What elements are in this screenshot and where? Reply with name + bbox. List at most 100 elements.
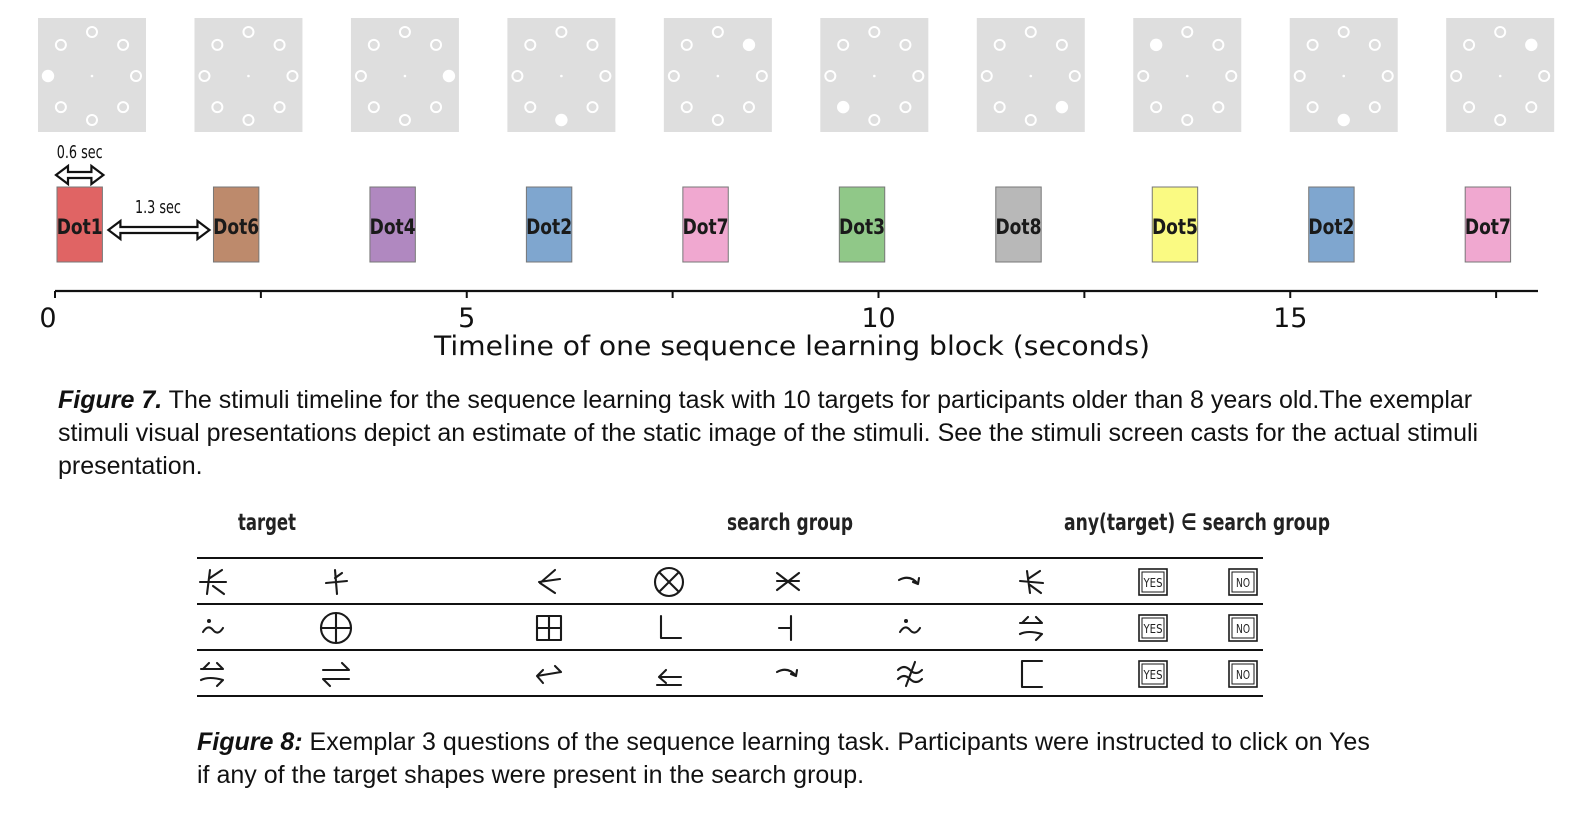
timeline-event: Dot6 (212, 186, 260, 263)
fixation-dot (90, 74, 94, 78)
stimulus-dot (1293, 70, 1306, 82)
stimulus-dot (1538, 70, 1551, 82)
stimulus-dot (1337, 26, 1350, 38)
arrows-r-icon (199, 661, 225, 688)
arrow-hook-icon (775, 668, 799, 678)
stimulus-dot (1368, 38, 1381, 51)
fixation-dot (1342, 74, 1346, 78)
event-label: Dot7 (683, 215, 729, 239)
stimulus-square (663, 18, 772, 132)
answer-box-frame (1138, 614, 1168, 642)
timeline-event: Dot2 (525, 186, 573, 263)
event-box (838, 186, 886, 263)
tack-left-icon (777, 614, 793, 642)
event-box (212, 186, 260, 263)
sym-c-icon (537, 568, 562, 595)
stimulus-dot (398, 26, 411, 38)
fixation-dot (1498, 74, 1502, 78)
answer-box-inner (1231, 571, 1255, 593)
stimulus-dot (398, 114, 411, 126)
event-box (995, 186, 1042, 263)
arrow-shape (54, 163, 106, 187)
sym-x-icon (775, 571, 801, 592)
event-box (1151, 186, 1199, 263)
stimulus-dot (680, 38, 693, 51)
event-label: Dot7 (1465, 215, 1511, 239)
bracket-open-icon (1020, 659, 1044, 689)
answer-label: YES (1143, 668, 1163, 682)
stimulus-dot (367, 38, 380, 51)
event-box (525, 186, 573, 263)
sym-a2-icon (1018, 569, 1045, 595)
stimulus-square (350, 18, 459, 132)
answer-label: YES (1143, 622, 1163, 636)
figure-7-caption: Figure 7. The stimuli timeline for the s… (58, 384, 1538, 483)
stimulus-dot (1494, 114, 1507, 126)
fixation-dot (873, 74, 876, 78)
timeline-event: Dot3 (838, 186, 886, 263)
stimulus-dot (711, 26, 724, 38)
no-box: NO (1228, 614, 1258, 642)
stimulus-dot (211, 38, 224, 51)
arrow-hook-icon (897, 576, 921, 586)
stimulus-dot (430, 101, 443, 114)
x-tick-label: 5 (458, 303, 475, 334)
caption-text: The stimuli timeline for the sequence le… (58, 386, 1479, 480)
answer-box-inner (1141, 617, 1165, 639)
yes-box: YES (1138, 614, 1168, 642)
stimulus-dot (1494, 26, 1507, 38)
answer-box-frame (1228, 614, 1258, 642)
yes-box: YES (1138, 660, 1168, 688)
fixation-dot (247, 74, 250, 78)
stimulus-dot (1381, 70, 1394, 82)
fixation-dot (403, 74, 407, 78)
target-dot (442, 69, 456, 83)
stimulus-dot (1068, 70, 1081, 82)
stimulus-dot (86, 26, 98, 38)
stimulus-dot (912, 70, 925, 82)
timeline-event: Dot7 (682, 186, 729, 263)
answer-box-inner (1231, 617, 1255, 639)
tilde-dot-icon (898, 619, 922, 634)
event-label: Dot3 (839, 215, 885, 239)
stimulus-dot (242, 114, 255, 126)
event-label: Dot4 (370, 215, 416, 239)
arrows-lr-icon (321, 661, 351, 688)
stimulus-dot (354, 70, 367, 82)
stimulus-dot (430, 38, 443, 51)
fixation-dot (1185, 74, 1189, 78)
answer-box-frame (1138, 568, 1168, 596)
stimulus-dot (1368, 101, 1381, 114)
no-box: NO (1228, 660, 1258, 688)
event-box (1464, 186, 1512, 263)
fixation-dot (716, 74, 720, 78)
answer-box-inner (1141, 571, 1165, 593)
yes-box: YES (1138, 568, 1168, 596)
figure-8-table: target search group any(target) ∈ search g… (197, 510, 1330, 697)
target-dot (41, 69, 55, 83)
stimulus-dot (1450, 70, 1463, 82)
stimulus-dot (242, 26, 255, 38)
question-row: YES NO (201, 611, 1258, 645)
stimulus-dot (586, 38, 599, 51)
stimulus-dot (1306, 101, 1319, 114)
stimulus-dot (980, 70, 993, 82)
event-box (682, 186, 729, 263)
stimulus-square (38, 18, 146, 132)
event-box (369, 186, 416, 263)
stimulus-dot (899, 101, 912, 114)
answer-box-frame (1228, 568, 1258, 596)
approx-slash-icon (896, 660, 924, 688)
stimulus-dot (824, 70, 837, 82)
x-tick-label: 0 (39, 303, 56, 334)
answer-box-inner (1231, 663, 1255, 685)
x-tick-label: 15 (1273, 303, 1307, 334)
stimulus-dot (680, 101, 693, 114)
interval-label: 1.3 sec (135, 197, 181, 218)
event-label: Dot6 (213, 215, 259, 239)
sym-a-icon (198, 568, 228, 596)
event-label: Dot8 (995, 215, 1041, 239)
stimulus-dot (1055, 38, 1068, 51)
no-box: NO (1228, 568, 1258, 596)
stimulus-dot (1212, 38, 1225, 51)
